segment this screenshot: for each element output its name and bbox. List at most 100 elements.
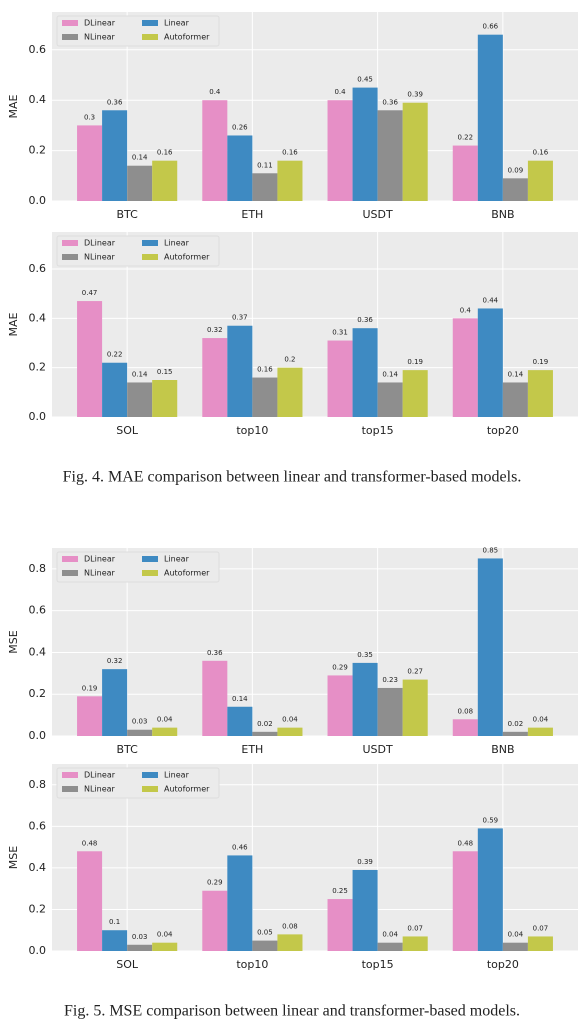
bar — [102, 362, 128, 417]
value-label: 0.14 — [508, 370, 524, 378]
legend-box — [56, 551, 220, 583]
bar — [77, 125, 103, 201]
value-label: 0.36 — [207, 649, 223, 657]
x-tick-label: BTC — [116, 208, 138, 221]
bar — [127, 165, 153, 201]
bar — [102, 930, 128, 951]
value-label: 0.59 — [483, 816, 499, 824]
value-label: 0.15 — [157, 368, 173, 376]
bar — [352, 87, 378, 201]
legend-swatch — [142, 240, 158, 246]
value-label: 0.23 — [382, 676, 398, 684]
y-tick-label: 0.4 — [29, 645, 47, 658]
x-tick-label: SOL — [116, 958, 139, 971]
bar — [252, 940, 278, 951]
y-tick-label: 0.4 — [29, 93, 47, 106]
bar — [152, 160, 178, 201]
caption: Fig. 5. MSE comparison between linear an… — [64, 1003, 520, 1020]
value-label: 0.14 — [232, 695, 248, 703]
value-label: 0.44 — [483, 296, 499, 304]
value-label: 0.08 — [457, 707, 473, 715]
bar — [352, 869, 378, 951]
x-tick-label: top20 — [487, 424, 519, 437]
x-tick-label: top15 — [362, 958, 394, 971]
bar — [202, 890, 228, 951]
bar — [377, 687, 403, 736]
x-tick-label: BNB — [491, 743, 514, 756]
value-label: 0.26 — [232, 123, 248, 131]
caption: Fig. 4. MAE comparison between linear an… — [63, 469, 522, 486]
bar — [402, 102, 428, 201]
legend-swatch — [62, 240, 78, 246]
value-label: 0.04 — [382, 931, 398, 939]
bar — [402, 936, 428, 951]
x-tick-label: top10 — [236, 424, 268, 437]
bar — [377, 110, 403, 201]
bar — [327, 899, 353, 951]
y-tick-label: 0.6 — [29, 43, 47, 56]
legend-swatch — [62, 772, 78, 778]
value-label: 0.35 — [357, 651, 373, 659]
bar — [227, 135, 253, 201]
bar — [477, 558, 503, 736]
value-label: 0.07 — [407, 924, 423, 932]
legend-swatch — [142, 34, 158, 40]
bar — [402, 370, 428, 417]
bar — [327, 340, 353, 417]
legend-label: DLinear — [84, 239, 116, 248]
value-label: 0.03 — [132, 718, 148, 726]
bar — [102, 110, 128, 201]
value-label: 0.46 — [232, 843, 248, 851]
bar — [102, 669, 128, 736]
legend-label: NLinear — [84, 33, 116, 42]
bar — [77, 696, 103, 736]
bar — [202, 660, 228, 736]
value-label: 0.32 — [207, 326, 223, 334]
bar — [252, 731, 278, 736]
bar — [477, 828, 503, 951]
legend-box — [56, 235, 220, 267]
y-tick-label: 0.2 — [29, 687, 47, 700]
value-label: 0.36 — [382, 98, 398, 106]
value-label: 0.32 — [107, 657, 123, 665]
value-label: 0.05 — [257, 929, 273, 937]
value-label: 0.03 — [132, 933, 148, 941]
y-tick-label: 0.2 — [29, 144, 47, 157]
y-tick-label: 0.0 — [29, 944, 47, 957]
value-label: 0.66 — [483, 23, 499, 31]
value-label: 0.07 — [533, 924, 549, 932]
bar — [477, 34, 503, 202]
x-tick-label: SOL — [116, 424, 139, 437]
legend-label: NLinear — [84, 253, 116, 262]
value-label: 0.37 — [232, 314, 248, 322]
value-label: 0.36 — [357, 316, 373, 324]
value-label: 0.22 — [107, 351, 123, 359]
value-label: 0.11 — [257, 161, 273, 169]
value-label: 0.27 — [407, 668, 423, 676]
value-label: 0.1 — [109, 918, 120, 926]
value-label: 0.04 — [282, 716, 298, 724]
legend-label: DLinear — [84, 19, 116, 28]
bar — [252, 173, 278, 201]
value-label: 0.2 — [284, 356, 295, 364]
bar — [502, 382, 528, 417]
y-tick-label: 0.8 — [29, 778, 47, 791]
legend-label: NLinear — [84, 569, 116, 578]
bar — [352, 328, 378, 417]
value-label: 0.02 — [257, 720, 273, 728]
value-label: 0.19 — [82, 684, 98, 692]
legend-label: Linear — [164, 19, 190, 28]
value-label: 0.09 — [508, 166, 524, 174]
y-axis-label: MSE — [7, 630, 20, 653]
x-tick-label: top20 — [487, 958, 519, 971]
bar — [327, 100, 353, 201]
bar — [227, 706, 253, 736]
bar — [527, 936, 553, 951]
value-label: 0.02 — [508, 720, 524, 728]
legend-box — [56, 767, 220, 799]
bar — [227, 855, 253, 951]
x-tick-label: ETH — [241, 743, 263, 756]
legend-label: DLinear — [84, 771, 116, 780]
y-tick-label: 0.0 — [29, 194, 47, 207]
